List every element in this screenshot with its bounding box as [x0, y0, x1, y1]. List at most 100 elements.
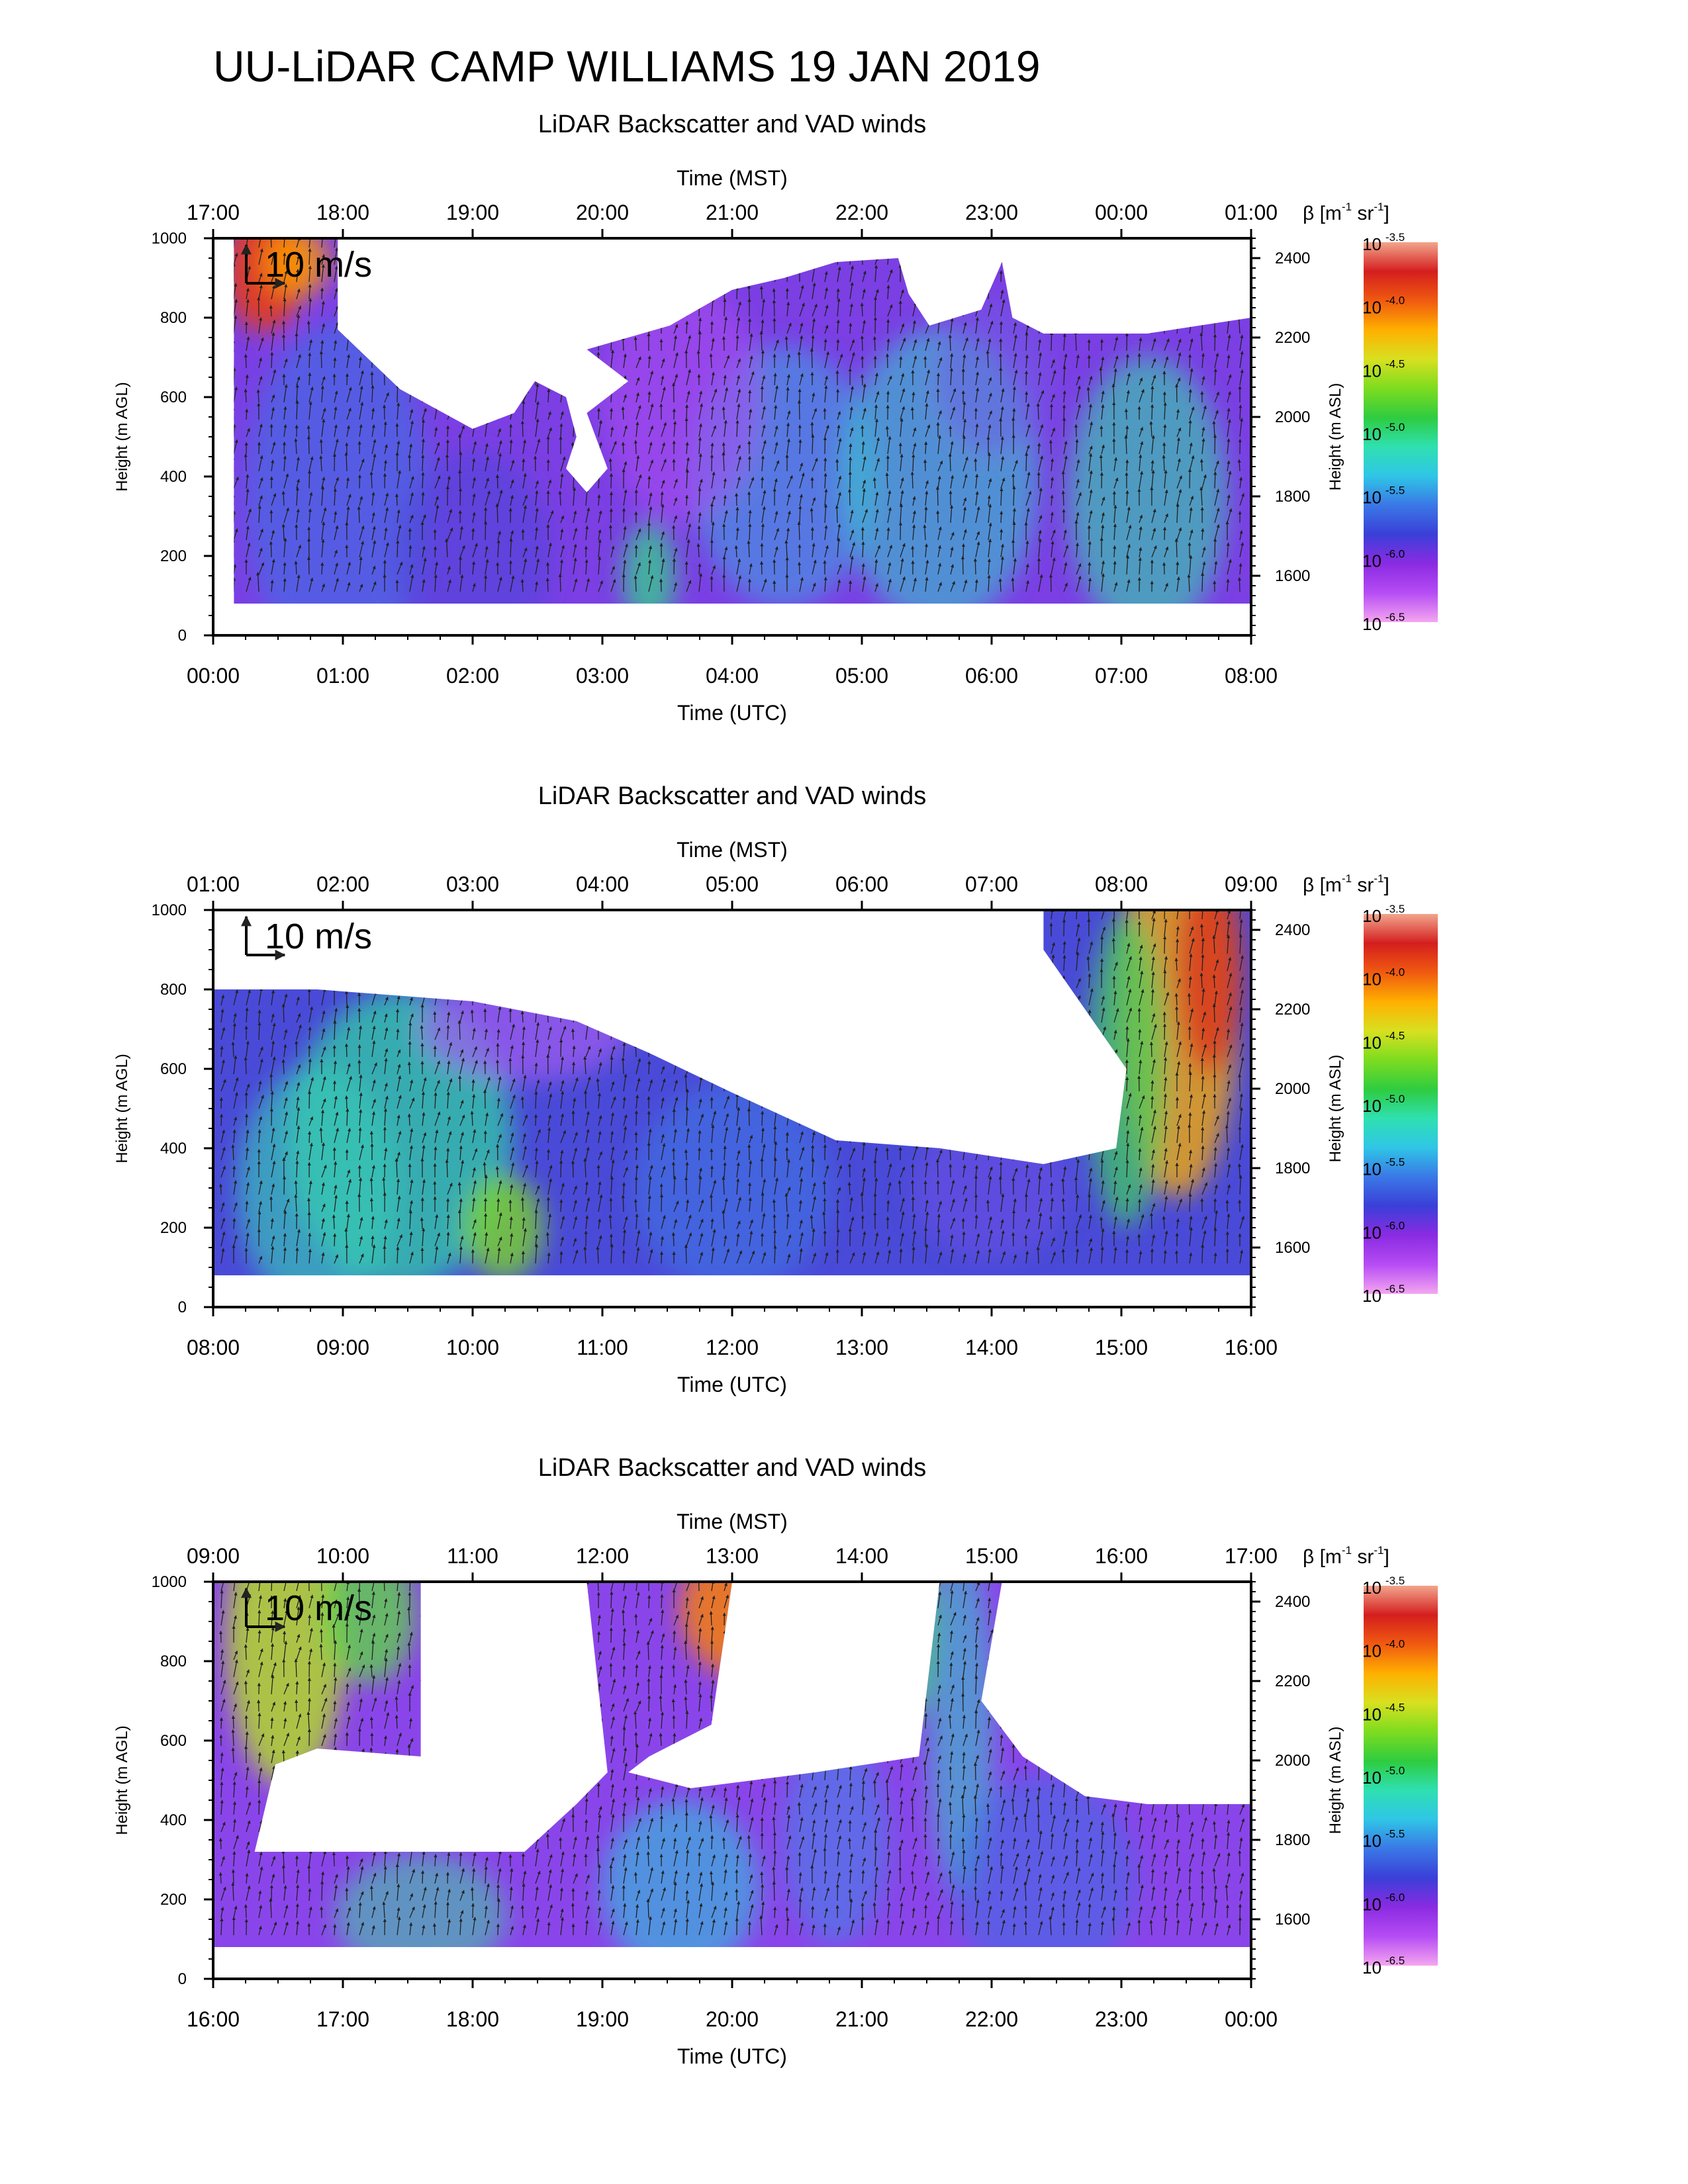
wind-arrow — [849, 1064, 854, 1075]
wind-arrow — [485, 1716, 489, 1729]
wind-arrow — [711, 955, 716, 972]
wind-arrow — [547, 942, 551, 954]
wind-arrow — [661, 923, 665, 937]
wind-arrow — [709, 1010, 714, 1023]
wind-arrow — [497, 358, 501, 369]
wind-arrow — [296, 1837, 301, 1850]
wind-arrow — [245, 960, 249, 972]
wind-arrow — [1000, 1061, 1006, 1075]
wind-arrow — [234, 340, 236, 351]
wind-arrow — [547, 1648, 551, 1661]
y-tick-label: 600 — [160, 1060, 187, 1078]
wind-arrow — [422, 925, 427, 937]
wind-arrow — [295, 1812, 300, 1833]
wind-arrow — [761, 1627, 767, 1643]
wind-arrow — [495, 1676, 499, 1695]
wind-arrow — [684, 925, 689, 937]
wind-arrow — [1151, 284, 1156, 300]
wind-arrow — [912, 1009, 917, 1023]
wind-arrow — [570, 262, 575, 283]
wind-arrow — [583, 250, 587, 265]
wind-arrow — [572, 400, 576, 420]
wind-arrow — [369, 1130, 373, 1144]
wind-arrow — [1051, 1126, 1056, 1144]
wind-arrow — [774, 1047, 778, 1058]
wind-arrow — [659, 1802, 663, 1815]
wind-arrow — [470, 1887, 475, 1901]
wind-arrow — [874, 1097, 878, 1109]
wind-arrow — [522, 1816, 526, 1833]
wind-arrow — [271, 1821, 275, 1833]
wind-arrow — [912, 1711, 915, 1729]
wind-arrow — [459, 1729, 465, 1747]
wind-arrow — [1111, 938, 1115, 954]
wind-arrow — [221, 392, 224, 402]
wind-arrow — [459, 451, 463, 472]
x2-axis-label: Time (MST) — [677, 1510, 788, 1533]
x-tick-label: 15:00 — [1095, 1336, 1148, 1359]
wind-arrow — [736, 1005, 741, 1023]
wind-arrow — [382, 920, 386, 937]
wind-arrow — [510, 1837, 516, 1850]
wind-arrow — [1162, 936, 1167, 954]
wind-arrow — [962, 250, 968, 265]
wind-arrow — [747, 455, 752, 472]
wind-arrow — [432, 1923, 437, 1936]
wind-arrow — [673, 1630, 677, 1643]
wind-arrow — [924, 1063, 928, 1075]
wind-arrow — [434, 321, 438, 334]
wind-arrow — [1101, 269, 1107, 283]
wind-arrow — [458, 408, 463, 420]
wind-arrow — [1063, 1021, 1067, 1040]
wind-arrow — [760, 1232, 765, 1247]
wind-arrow — [1201, 1244, 1205, 1264]
wind-arrow — [535, 332, 539, 351]
wind-arrow — [559, 1752, 564, 1764]
wind-arrow — [774, 1595, 778, 1609]
wind-arrow — [847, 488, 852, 506]
wind-arrow — [484, 287, 489, 300]
wind-arrow — [975, 1060, 981, 1075]
wind-arrow — [1000, 961, 1005, 972]
wind-arrow — [761, 1694, 767, 1712]
wind-arrow — [307, 1786, 312, 1798]
wind-arrow — [862, 1046, 866, 1058]
wind-arrow — [1036, 925, 1041, 937]
wind-arrow — [736, 940, 741, 954]
wind-arrow — [872, 1714, 876, 1729]
wind-arrow — [761, 1612, 765, 1626]
wind-arrow — [485, 910, 490, 920]
wind-arrow — [258, 940, 264, 954]
wind-arrow — [736, 989, 741, 1006]
wind-arrow — [648, 1021, 652, 1040]
wind-arrow — [384, 1833, 390, 1850]
wind-arrow — [988, 265, 993, 283]
wind-arrow — [447, 935, 451, 954]
wind-arrow — [1051, 1007, 1056, 1023]
wind-arrow — [1076, 321, 1082, 334]
wind-arrow — [872, 1780, 876, 1798]
wind-arrow — [812, 993, 817, 1006]
wind-arrow — [761, 978, 766, 989]
wind-arrow — [635, 910, 640, 920]
wind-arrow — [999, 321, 1004, 334]
wind-arrow — [221, 375, 225, 385]
wind-arrow — [749, 942, 753, 954]
wind-arrow — [560, 369, 566, 386]
wind-arrow — [812, 253, 816, 265]
wind-arrow — [421, 1664, 425, 1678]
wind-arrow — [874, 1649, 879, 1661]
wind-arrow — [597, 977, 601, 989]
x2-tick-label: 04:00 — [576, 872, 629, 896]
wind-arrow — [761, 938, 767, 954]
wind-arrow — [1176, 289, 1181, 300]
wind-arrow — [822, 1180, 826, 1195]
wind-arrow — [585, 1717, 590, 1729]
wind-arrow — [573, 1623, 577, 1643]
wind-arrow — [1201, 253, 1207, 265]
wind-arrow — [472, 1818, 477, 1833]
wind-arrow — [497, 1627, 501, 1643]
wind-arrow — [824, 936, 829, 954]
wind-arrow — [472, 1699, 478, 1712]
wind-arrow — [560, 321, 566, 334]
